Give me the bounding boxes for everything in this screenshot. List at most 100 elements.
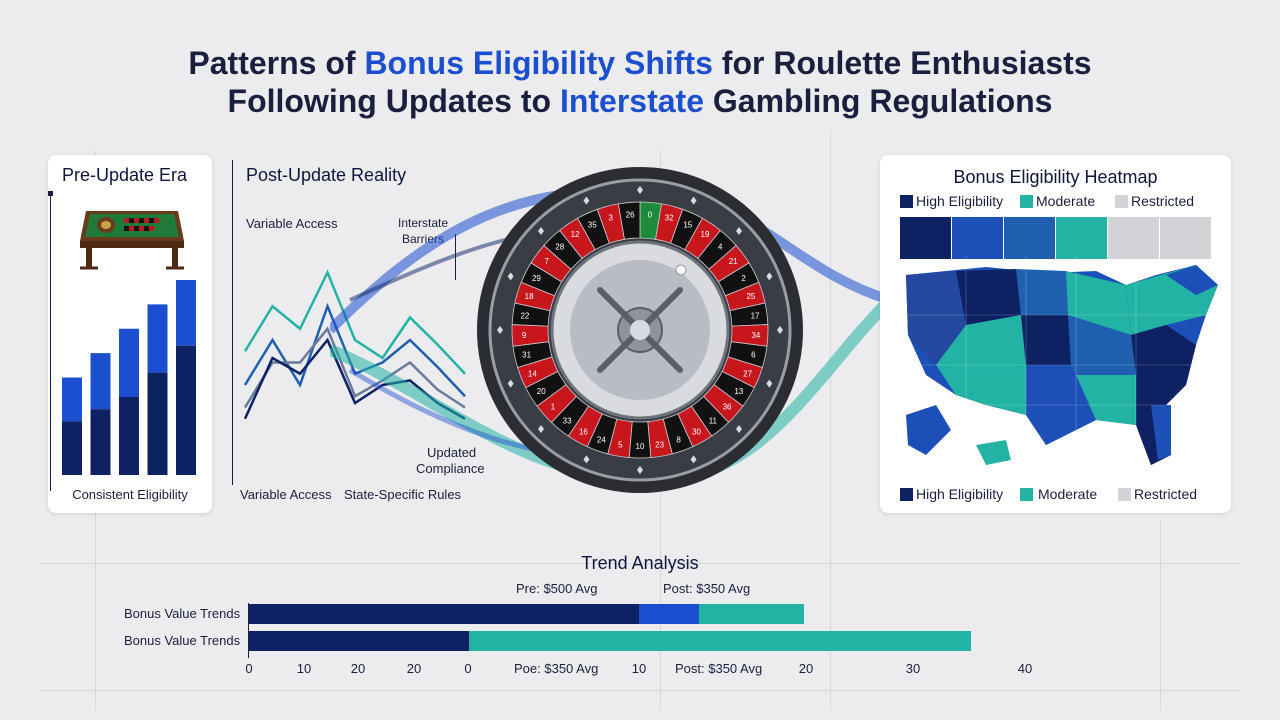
legend-label-moderate: Moderate — [1036, 193, 1096, 209]
wheel-pocket — [617, 201, 641, 240]
trend-tick-label: 20 — [406, 661, 422, 676]
wheel-diamond — [497, 326, 503, 334]
wheel-number: 9 — [522, 331, 527, 340]
wheel-number: 14 — [528, 369, 537, 378]
roulette-wheel: 0 321519421225173462713361130823105241633… — [477, 167, 803, 493]
wheel-number: 35 — [588, 220, 597, 229]
title-line2-highlight: Interstate — [559, 83, 704, 119]
wheel-number: 0 — [648, 210, 653, 219]
page-subtitle: Following Updates to Interstate Gambling… — [0, 80, 1280, 122]
wheel-diamond — [735, 424, 742, 433]
title-line1-b: for Roulette Enthusiasts — [712, 45, 1092, 81]
wheel-diamond — [583, 455, 590, 464]
wheel-number: 26 — [626, 210, 635, 219]
post-line-series — [243, 269, 466, 375]
pre-axis-line — [50, 191, 51, 491]
pre-bar-top — [147, 304, 168, 373]
trend-row-label-1: Bonus Value Trends — [124, 606, 241, 621]
trend-tick-label: 20 — [350, 661, 366, 676]
trend-row-label-2: Bonus Value Trends — [124, 633, 241, 648]
wheel-number: 34 — [751, 331, 760, 340]
wheel-number: 24 — [597, 435, 606, 444]
wheel-number: 25 — [746, 292, 755, 301]
pre-bar-base — [119, 397, 139, 475]
trend-bar-segment — [699, 604, 804, 624]
wheel-number: 33 — [563, 416, 572, 425]
wheel-number: 5 — [618, 440, 623, 449]
wheel-number: 28 — [555, 242, 564, 251]
wheel-number: 2 — [741, 274, 746, 283]
wheel-diamond — [690, 196, 697, 205]
wheel-number: 15 — [683, 220, 692, 229]
wheel-diamond — [766, 379, 773, 388]
trend-tick-label: 0 — [464, 661, 472, 676]
trend-tick-label: 40 — [1017, 661, 1033, 676]
wheel-number: 31 — [522, 350, 531, 359]
legend-label-high: High Eligibility — [916, 193, 1004, 209]
legend-swatch-high — [900, 195, 913, 208]
legend-bottom-swatch-restricted — [1118, 488, 1131, 501]
pre-bar-chart — [62, 280, 196, 475]
heatmap-cell — [952, 217, 1003, 259]
post-axis-line — [232, 160, 233, 485]
wheel-number: 36 — [723, 403, 732, 412]
bottom-variable-access-label: Variable Access — [240, 487, 332, 502]
wheel-number: 20 — [537, 387, 546, 396]
wheel-number: 7 — [545, 257, 550, 266]
trend-tick-label: 30 — [905, 661, 921, 676]
trend-axis — [248, 603, 249, 658]
legend-bottom-swatch-moderate — [1020, 488, 1033, 501]
pre-bar-top — [90, 353, 111, 410]
trend-tick-label: 10 — [296, 661, 312, 676]
wheel-number: 16 — [579, 427, 588, 436]
pre-update-title: Pre-Update Era — [62, 165, 188, 185]
trend-bar-segment — [249, 631, 469, 651]
trend-bar-segment — [469, 631, 971, 651]
legend-bottom-label-high: High Eligibility — [916, 486, 1004, 502]
post-line-chart — [243, 269, 466, 420]
legend-bottom-swatch-high — [900, 488, 913, 501]
wheel-number: 19 — [701, 230, 710, 239]
heatmap-cell — [1004, 217, 1055, 259]
wheel-number: 12 — [571, 230, 580, 239]
pre-bar-top — [119, 328, 139, 397]
trend-tick-label: 20 — [798, 661, 814, 676]
wheel-diamond — [735, 227, 742, 236]
post-update-title: Post-Update Reality — [246, 165, 407, 185]
post-line-series — [243, 302, 466, 398]
wheel-diamond — [583, 196, 590, 205]
pre-caption: Consistent Eligibility — [72, 487, 188, 502]
page-title: Patterns of Bonus Eligibility Shifts for… — [0, 42, 1280, 84]
wheel-number: 10 — [636, 442, 645, 451]
trend-pre-label: Pre: $500 Avg — [516, 581, 598, 596]
heatmap-cell — [1108, 217, 1159, 259]
wheel-number: 17 — [751, 311, 760, 320]
title-line2-b: Gambling Regulations — [704, 83, 1053, 119]
pre-axis-cap — [48, 191, 53, 196]
wheel-diamond — [766, 272, 773, 281]
wheel-number: 23 — [655, 440, 664, 449]
title-line1-a: Patterns of — [188, 45, 365, 81]
variable-access-label: Variable Access — [246, 216, 338, 231]
wheel-diamond — [690, 455, 697, 464]
title-line2-a: Following Updates to — [227, 83, 560, 119]
trend-bottom-label-a: Poe: $350 Avg — [514, 661, 599, 676]
pre-bar-base — [62, 421, 82, 475]
wheel-number: 6 — [751, 350, 756, 359]
wheel-diamond — [777, 326, 783, 334]
heatmap-title: Bonus Eligibility Heatmap — [953, 167, 1158, 187]
legend-label-restricted: Restricted — [1131, 193, 1195, 209]
wheel-number: 1 — [551, 403, 556, 412]
wheel-number: 21 — [729, 257, 738, 266]
wheel-number: 13 — [734, 387, 743, 396]
wheel-number: 11 — [709, 416, 718, 425]
wheel-number: 30 — [692, 427, 701, 436]
wheel-diamond — [538, 424, 545, 433]
legend-swatch-restricted — [1115, 195, 1128, 208]
wheel-number: 22 — [520, 311, 529, 320]
wheel-number: 8 — [676, 435, 681, 444]
trend-bar-segment — [639, 604, 699, 624]
pre-bar-base — [147, 372, 168, 475]
wheel-number: 3 — [609, 214, 614, 223]
pre-bar-top — [62, 377, 82, 422]
